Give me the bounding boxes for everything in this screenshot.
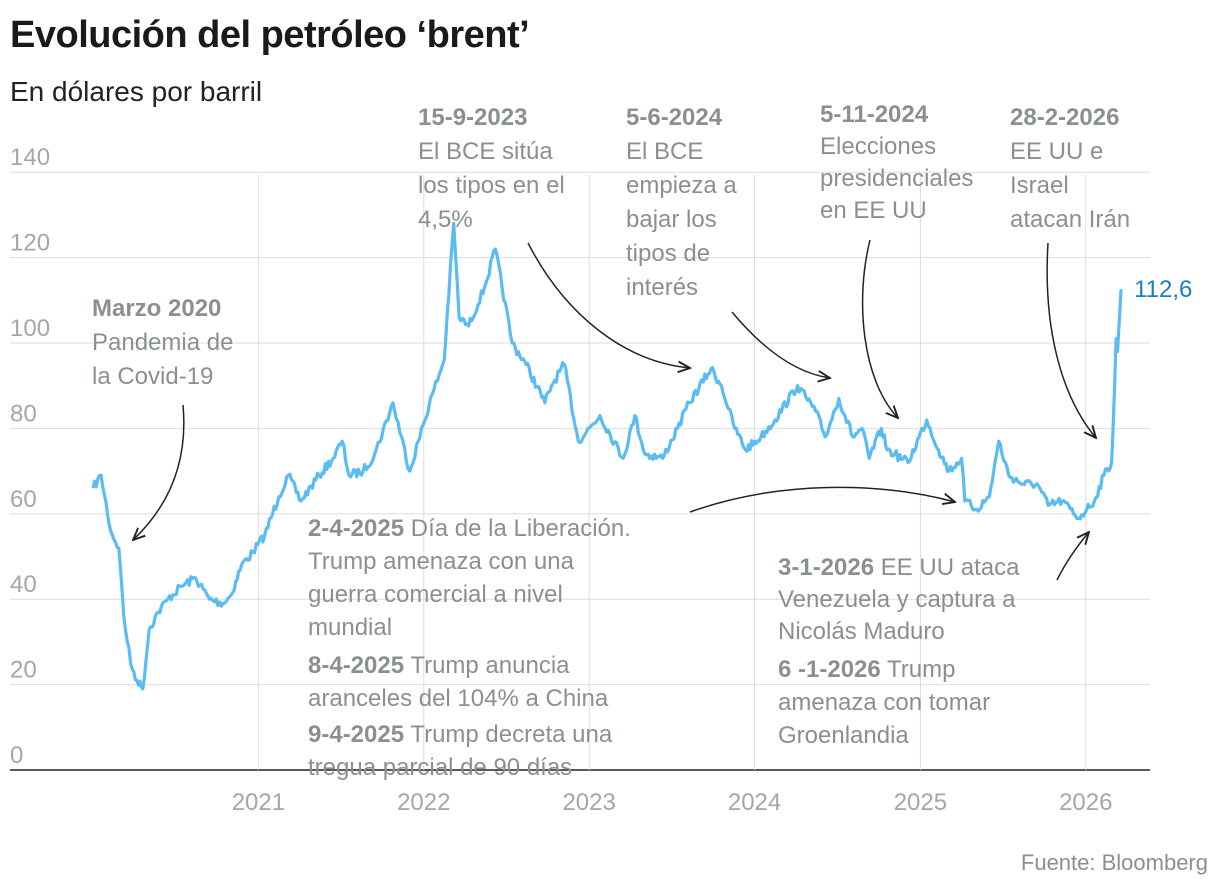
annotation-date: 5-6-2024 [626, 104, 723, 131]
annotation-text: EE UU e [1010, 138, 1103, 165]
annotation-text: Israel [1010, 172, 1069, 199]
annotation-text: los tipos en el [418, 172, 565, 199]
annotation-2: 5-6-2024 El BCE empieza a bajar los tipos de… [626, 104, 737, 301]
annotation-text: presidenciales [820, 165, 973, 192]
y-tick-label: 40 [10, 571, 37, 598]
annotation-text: El BCE [626, 138, 703, 165]
annotation-text: empieza a [626, 172, 737, 199]
x-tick-label: 2025 [894, 789, 947, 816]
y-tick-label: 140 [10, 144, 50, 171]
annotation-date: 2-4-2025 [308, 515, 404, 542]
annotation-text: bajar los [626, 206, 717, 233]
annotation-date: 28-2-2026 [1010, 104, 1119, 131]
annotation-text: El BCE sitúa [418, 138, 553, 165]
annotation-9: 6 -1-2026 Trump amenaza con tomar Groenlan… [778, 656, 990, 749]
annotation-text: tregua parcial de 90 días [308, 754, 572, 781]
annotation-text: tipos de [626, 240, 710, 267]
brent-price-line [91, 221, 1123, 691]
x-axis-ticks: 2021 2022 2023 2024 2025 2026 [232, 789, 1113, 816]
annotation-text: interés [626, 274, 698, 301]
annotation-6: 8-4-2025 Trump anuncia aranceles del 104%… [308, 652, 609, 712]
annotation-3: 5-11-2024 Elecciones presidenciales en EE U… [820, 101, 973, 224]
source-note: Fuente: Bloomberg [1020, 850, 1208, 875]
annotation-text: Trump amenaza con una [308, 548, 575, 575]
annotation-arrow-elecciones [861, 239, 898, 418]
annotation-text: guerra comercial a nivel [308, 581, 563, 608]
annotations: Marzo 2020 Pandemia de la Covid-19 15-9-202… [92, 101, 1130, 781]
annotation-arrow-iran [1046, 242, 1096, 438]
annotation-text: en EE UU [820, 197, 927, 224]
annotation-text: Venezuela y captura a [778, 586, 1016, 613]
annotation-arrow-bce-2024 [731, 311, 830, 378]
annotation-8: 3-1-2026 EE UU ataca Venezuela y captura … [778, 554, 1020, 645]
y-tick-label: 20 [10, 657, 37, 684]
annotation-text: 4,5% [418, 206, 473, 233]
chart-title: Evolución del petróleo ‘brent’ [10, 14, 530, 56]
annotation-arrow-liberacion [689, 486, 955, 513]
annotation-text: 9-4-2025 Trump decreta una [308, 721, 613, 748]
annotation-date: 6 -1-2026 [778, 656, 881, 683]
annotation-text: amenaza con tomar [778, 689, 990, 716]
annotation-text: 3-1-2026 EE UU ataca [778, 554, 1020, 581]
annotation-text: Elecciones [820, 133, 936, 160]
annotation-1: 15-9-2023 El BCE sitúa los tipos en el 4,5% [418, 104, 565, 233]
annotation-date: 5-11-2024 [820, 101, 929, 128]
annotation-date: 3-1-2026 [778, 554, 874, 581]
annotation-text: atacan Irán [1010, 206, 1130, 233]
x-tick-label: 2026 [1059, 789, 1112, 816]
x-tick-label: 2023 [562, 789, 615, 816]
annotation-arrow-venezuela [1056, 532, 1089, 581]
annotation-0: Marzo 2020 Pandemia de la Covid-19 [92, 295, 233, 390]
annotation-arrow-bce-2023 [527, 242, 690, 368]
chart-subtitle: En dólares por barril [10, 76, 263, 107]
y-axis-ticks: 0 20 40 60 80 100 120 140 [10, 144, 50, 769]
y-tick-label: 100 [10, 315, 50, 342]
annotation-text: Pandemia de [92, 329, 233, 356]
x-tick-label: 2021 [232, 789, 285, 816]
annotation-arrows [133, 239, 1096, 581]
x-tick-label: 2024 [728, 789, 781, 816]
annotation-text: Groenlandia [778, 722, 909, 749]
annotation-date: Marzo 2020 [92, 295, 221, 322]
last-value-label: 112,6 [1134, 276, 1192, 303]
x-tick-label: 2022 [397, 789, 450, 816]
y-tick-label: 60 [10, 486, 37, 513]
y-tick-label: 120 [10, 230, 50, 257]
series-layer: 112,6 [91, 221, 1192, 691]
y-tick-label: 0 [10, 742, 23, 769]
annotation-text: 6 -1-2026 Trump [778, 656, 955, 683]
annotation-text: la Covid-19 [92, 363, 213, 390]
annotation-date: 8-4-2025 [308, 652, 404, 679]
annotation-text: Nicolás Maduro [778, 618, 945, 645]
annotation-7: 9-4-2025 Trump decreta una tregua parcial… [308, 721, 613, 781]
annotation-arrow-covid [133, 404, 185, 540]
annotation-date: 15-9-2023 [418, 104, 527, 131]
annotation-text: mundial [308, 614, 392, 641]
annotation-text: 2-4-2025 Día de la Liberación. [308, 515, 631, 542]
annotation-5: 2-4-2025 Día de la Liberación. Trump amen… [308, 515, 631, 641]
annotation-text: 8-4-2025 Trump anuncia [308, 652, 570, 679]
y-tick-label: 80 [10, 400, 37, 427]
annotation-4: 28-2-2026 EE UU e Israel atacan Irán [1010, 104, 1130, 233]
annotation-date: 9-4-2025 [308, 721, 404, 748]
annotation-text: aranceles del 104% a China [308, 685, 609, 712]
grid [10, 171, 1150, 771]
